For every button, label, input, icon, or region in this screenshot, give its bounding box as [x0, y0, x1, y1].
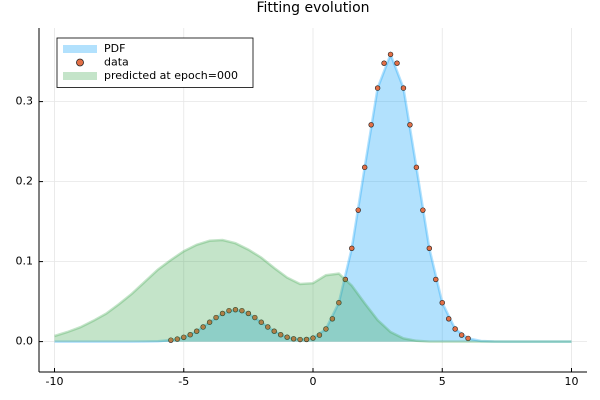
data-point [174, 336, 180, 342]
y-tick-label: 0.3 [16, 95, 34, 108]
legend-label: predicted at epoch=000 [104, 69, 238, 82]
data-point [206, 319, 213, 325]
data-point [374, 85, 381, 91]
data-point [200, 324, 206, 330]
legend-swatch [63, 72, 97, 80]
data-point [342, 276, 349, 283]
data-point [452, 326, 458, 332]
data-point [168, 337, 174, 343]
data-point [187, 332, 193, 338]
x-tick-label: 10 [564, 375, 578, 388]
data-point [193, 328, 200, 334]
y-tick-label: 0.0 [16, 335, 34, 348]
data-point [439, 300, 445, 306]
data-point [258, 319, 265, 325]
data-point [277, 332, 284, 338]
data-point [413, 164, 420, 171]
x-tick-label: 5 [439, 375, 446, 388]
x-tick-label: -5 [178, 375, 189, 388]
data-point [394, 60, 400, 66]
data-point [310, 335, 316, 341]
data-point [245, 310, 252, 317]
data-point [290, 336, 297, 342]
x-tick-label: 0 [310, 375, 317, 388]
data-point [239, 307, 245, 314]
data-point [420, 207, 426, 213]
data-point [226, 307, 232, 314]
data-point [387, 51, 394, 58]
data-point [349, 245, 355, 252]
data-point [252, 314, 258, 321]
data-point [323, 326, 329, 332]
y-tick-label: 0.2 [16, 175, 34, 188]
data-point [426, 245, 433, 252]
data-point [361, 164, 368, 171]
data-point [181, 334, 187, 340]
data-point [407, 122, 413, 128]
legend-label: data [104, 56, 129, 69]
data-point [336, 300, 342, 306]
data-point [465, 335, 471, 342]
data-point [458, 332, 465, 338]
data-point [381, 60, 387, 66]
y-tick-label: 0.1 [16, 255, 34, 268]
x-tick-label: -10 [46, 375, 64, 388]
chart-title: Fitting evolution [256, 0, 369, 16]
area-fill [54, 240, 572, 342]
data-point [232, 306, 239, 313]
legend-marker [76, 58, 84, 67]
data-point [297, 336, 303, 343]
data-point [433, 276, 439, 283]
data-point [303, 336, 310, 343]
data-point [329, 316, 336, 322]
data-point [446, 316, 452, 322]
data-point [316, 332, 323, 338]
data-point [265, 324, 271, 330]
data-point [271, 328, 277, 334]
data-point [213, 314, 219, 321]
area-line [54, 238, 572, 343]
legend-box [56, 37, 254, 88]
data-point [219, 310, 226, 317]
legend-swatch [63, 45, 97, 53]
data-point [368, 122, 374, 128]
data-point [284, 334, 290, 340]
data-point [355, 207, 361, 213]
data-point [400, 85, 407, 91]
legend-label: PDF [104, 42, 125, 55]
